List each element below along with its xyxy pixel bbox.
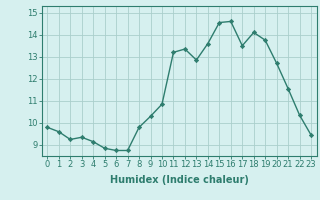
X-axis label: Humidex (Indice chaleur): Humidex (Indice chaleur) [110,175,249,185]
